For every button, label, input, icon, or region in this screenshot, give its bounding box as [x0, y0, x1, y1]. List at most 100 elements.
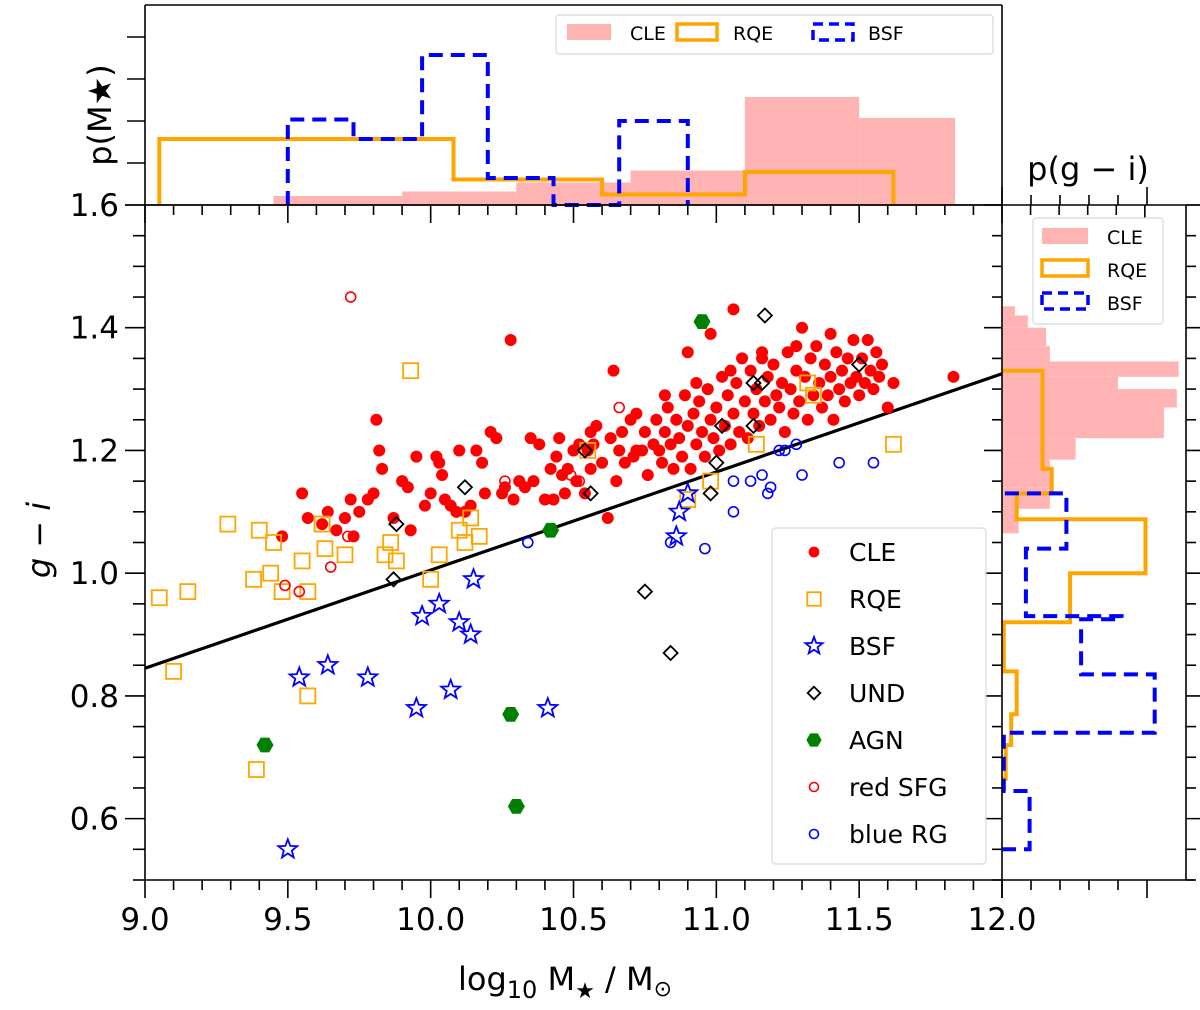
right-hist-bar: [1002, 487, 1050, 509]
data-point: [570, 475, 583, 488]
data-point: [618, 456, 631, 469]
data-point: [690, 376, 703, 389]
legend-label: CLE: [849, 538, 896, 567]
data-point: [664, 438, 677, 451]
data-point: [355, 664, 380, 688]
data-point: [299, 687, 317, 705]
data-point: [813, 376, 826, 389]
data-point: [673, 432, 686, 445]
data-point: [790, 438, 803, 451]
data-point: [353, 505, 366, 518]
right-hist-bar: [1002, 306, 1015, 316]
data-point: [387, 552, 405, 570]
data-point: [150, 589, 168, 607]
data-point: [710, 401, 723, 414]
right-hist-bar: [1002, 407, 1164, 439]
data-point: [576, 442, 594, 459]
data-point: [641, 469, 654, 481]
data-point: [681, 346, 694, 359]
data-point: [250, 521, 268, 539]
data-point: [790, 364, 803, 377]
hist-bar: [402, 191, 517, 205]
legend-label: RQE: [849, 585, 902, 614]
legend-label: blue RG: [849, 820, 948, 849]
data-point: [867, 383, 880, 396]
data-point: [550, 450, 563, 463]
data-point: [275, 836, 300, 860]
right-hist-rqe-step: [1001, 368, 1148, 781]
data-point: [296, 487, 309, 500]
data-point: [704, 327, 717, 340]
data-point: [613, 401, 626, 414]
data-point: [607, 364, 620, 377]
data-point: [538, 493, 551, 506]
data-point: [861, 334, 874, 346]
hist-bar: [859, 118, 955, 205]
y-axis-label: g − i: [20, 502, 58, 578]
top-legend-label: BSF: [868, 23, 904, 45]
data-point: [402, 362, 420, 380]
data-point: [613, 444, 626, 457]
data-point: [276, 530, 289, 543]
right-hist-bar: [1002, 438, 1076, 460]
data-point: [165, 662, 182, 680]
data-point: [850, 370, 863, 383]
data-point: [504, 334, 517, 346]
data-point: [458, 505, 471, 518]
data-point: [447, 609, 472, 633]
series-agn: [256, 314, 711, 814]
data-point: [338, 511, 351, 524]
data-point: [658, 389, 671, 402]
right-hist-bar: [1002, 346, 1050, 362]
data-point: [867, 456, 880, 469]
data-point: [761, 487, 774, 500]
data-point: [388, 515, 405, 533]
data-point: [816, 401, 829, 414]
hist-bar: [744, 97, 860, 205]
right-hist-bsf-step: [1001, 491, 1157, 852]
data-point: [476, 456, 489, 469]
series-bsf: [275, 480, 700, 860]
top-hist-cle: [273, 97, 955, 205]
data-point: [716, 370, 729, 383]
data-point: [713, 417, 731, 435]
data-point: [730, 376, 743, 389]
data-point: [675, 480, 700, 504]
top-legend-label: CLE: [630, 23, 666, 45]
data-point: [470, 527, 488, 545]
data-point: [636, 583, 654, 600]
data-point: [245, 570, 262, 588]
legend-box: [771, 527, 987, 865]
series-blue-rg: [521, 438, 880, 555]
data-point: [653, 444, 666, 457]
right-legend-box: [1032, 217, 1164, 325]
data-point: [678, 389, 691, 402]
data-point: [824, 327, 837, 340]
data-point: [738, 395, 751, 408]
legend-marker-agn: [806, 733, 822, 747]
data-point: [601, 511, 614, 524]
data-point: [542, 522, 560, 538]
data-point: [676, 450, 689, 463]
data-point: [418, 499, 431, 512]
data-point: [790, 340, 803, 353]
data-point: [279, 579, 291, 592]
data-point: [265, 534, 282, 551]
data-point: [736, 352, 749, 365]
data-point: [693, 314, 711, 329]
data-point: [724, 364, 737, 377]
series-red-sfg: [279, 291, 626, 598]
data-point: [827, 413, 840, 426]
data-point: [753, 374, 771, 392]
data-point: [679, 491, 697, 508]
x-axis-label: log10 M★ / M⊙: [458, 960, 672, 1004]
data-point: [707, 432, 720, 445]
legend-marker-red-sfg: [808, 781, 820, 793]
data-point: [650, 413, 663, 426]
data-point: [524, 432, 537, 445]
data-point: [262, 564, 280, 582]
data-point: [764, 481, 777, 494]
data-point: [456, 479, 474, 496]
data-point: [876, 358, 889, 371]
data-point: [478, 487, 491, 500]
